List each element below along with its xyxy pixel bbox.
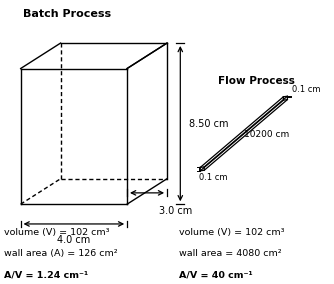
- Text: 0.1 cm: 0.1 cm: [292, 85, 320, 94]
- Text: 8.50 cm: 8.50 cm: [189, 119, 228, 129]
- Text: 3.0 cm: 3.0 cm: [159, 206, 192, 216]
- Text: 0.1 cm: 0.1 cm: [199, 173, 227, 182]
- Text: 4.0 cm: 4.0 cm: [57, 235, 91, 245]
- Text: wall area (A) = 126 cm²: wall area (A) = 126 cm²: [4, 249, 118, 258]
- Text: A/V = 40 cm⁻¹: A/V = 40 cm⁻¹: [179, 271, 253, 279]
- Text: wall area = 4080 cm²: wall area = 4080 cm²: [179, 249, 281, 258]
- Text: 10200 cm: 10200 cm: [243, 130, 289, 139]
- Text: volume (V) = 102 cm³: volume (V) = 102 cm³: [4, 228, 110, 237]
- Text: volume (V) = 102 cm³: volume (V) = 102 cm³: [179, 228, 284, 237]
- Text: Batch Process: Batch Process: [23, 9, 111, 19]
- Text: A/V = 1.24 cm⁻¹: A/V = 1.24 cm⁻¹: [4, 271, 88, 279]
- Text: Flow Process: Flow Process: [218, 76, 295, 85]
